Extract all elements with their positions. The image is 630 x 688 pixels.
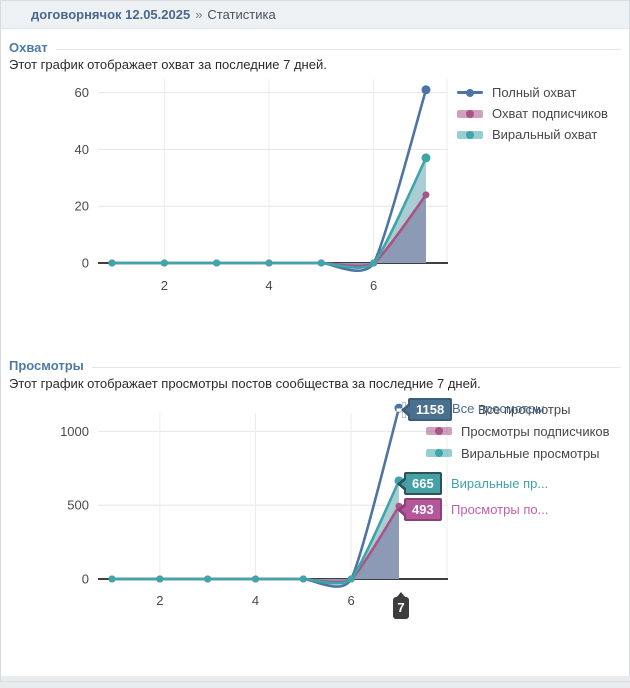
tooltip-all-views-label: Все просмотры <box>452 401 545 416</box>
reach-description: Этот график отображает охват за последни… <box>9 57 327 72</box>
reach-section-header: Охват <box>9 40 621 55</box>
breadcrumb-separator: » <box>195 7 203 22</box>
svg-text:20: 20 <box>75 199 89 214</box>
subscriber-reach-marker-icon <box>457 109 483 118</box>
views-description: Этот график отображает просмотры постов … <box>9 376 481 391</box>
viral-reach-marker-icon <box>457 130 483 139</box>
legend-item-subscriber-views[interactable]: Просмотры подписчиков <box>426 420 610 442</box>
svg-text:500: 500 <box>67 498 89 513</box>
svg-text:4: 4 <box>252 593 259 608</box>
svg-text:0: 0 <box>82 256 89 271</box>
subscriber-views-marker-icon <box>426 427 452 435</box>
svg-text:2: 2 <box>156 593 163 608</box>
views-legend: Все просмотры Просмотры подписчиков Вира… <box>426 398 610 464</box>
page-bottom-strip <box>1 676 630 681</box>
tooltip-viral-views-label: Виральные пр... <box>451 476 549 491</box>
reach-section-title: Охват <box>9 40 48 55</box>
section-divider <box>55 49 621 50</box>
legend-item-viral-reach[interactable]: Виральный охват <box>457 124 608 145</box>
views-section-header: Просмотры <box>9 358 621 373</box>
svg-text:40: 40 <box>75 142 89 157</box>
svg-text:6: 6 <box>370 278 377 293</box>
viral-views-marker-icon <box>426 449 452 457</box>
tooltip-x-axis-day: 7 <box>393 592 409 619</box>
breadcrumb: договорнячок 12.05.2025 » Статистика <box>1 1 629 29</box>
legend-item-subscriber-reach[interactable]: Охват подписчиков <box>457 103 608 124</box>
tooltip-subscriber-views-label: Просмотры по... <box>451 502 549 517</box>
legend-label: Виральные просмотры <box>461 445 600 461</box>
svg-text:6: 6 <box>348 593 355 608</box>
section-divider <box>91 367 621 368</box>
tooltip-all-views-value: 1158 <box>401 398 453 421</box>
full-reach-marker-icon <box>457 88 483 97</box>
reach-legend: Полный охват Охват подписчиков Виральный… <box>457 82 608 145</box>
legend-item-full-reach[interactable]: Полный охват <box>457 82 608 103</box>
tooltip-subscriber-views-value: 493 <box>397 498 442 521</box>
svg-text:2: 2 <box>161 278 168 293</box>
legend-label: Полный охват <box>492 85 577 100</box>
svg-text:0: 0 <box>82 572 89 587</box>
tooltip-arrow-icon <box>401 504 407 515</box>
tooltip-viral-views-value: 665 <box>397 472 442 495</box>
svg-text:60: 60 <box>75 85 89 100</box>
svg-text:1000: 1000 <box>60 424 89 439</box>
community-link[interactable]: договорнячок 12.05.2025 <box>31 7 191 22</box>
legend-label: Виральный охват <box>492 127 598 142</box>
svg-text:4: 4 <box>265 278 272 293</box>
views-section-title: Просмотры <box>9 358 84 373</box>
legend-label: Охват подписчиков <box>492 106 608 121</box>
legend-label: Все просмотры <box>478 401 571 417</box>
tooltip-arrow-icon <box>401 478 407 489</box>
tooltip-arrow-up-icon <box>396 592 406 598</box>
legend-item-viral-views[interactable]: Виральные просмотры <box>426 442 610 464</box>
tooltip-arrow-icon <box>405 404 411 415</box>
breadcrumb-current-page: Статистика <box>207 7 276 22</box>
legend-label: Просмотры подписчиков <box>461 423 610 439</box>
